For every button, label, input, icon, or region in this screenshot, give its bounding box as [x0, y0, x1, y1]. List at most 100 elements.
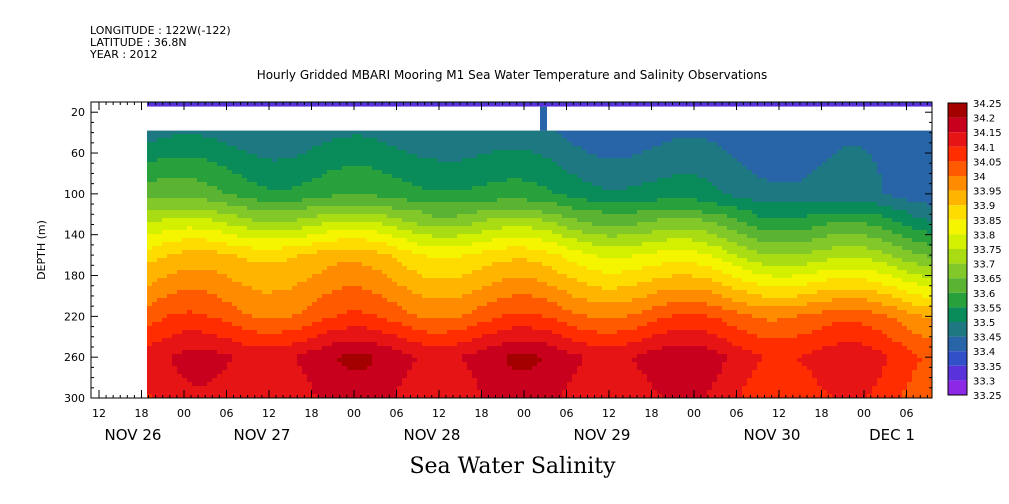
salinity-cell [252, 330, 258, 335]
salinity-cell [417, 298, 423, 303]
salinity-cell [342, 186, 348, 191]
salinity-cell [427, 190, 433, 195]
salinity-cell [332, 282, 338, 287]
salinity-cell [172, 190, 178, 195]
salinity-cell [227, 314, 233, 319]
salinity-cell [212, 374, 218, 379]
salinity-cell [282, 314, 288, 319]
salinity-cell [272, 386, 278, 391]
salinity-cell [252, 270, 258, 275]
salinity-cell [212, 322, 218, 327]
salinity-cell [402, 322, 408, 327]
salinity-cell [372, 246, 378, 251]
salinity-cell [307, 246, 313, 251]
salinity-cell [227, 270, 233, 275]
salinity-cell [292, 282, 298, 287]
salinity-cell [392, 222, 398, 227]
salinity-cell [337, 230, 343, 235]
salinity-cell [177, 374, 183, 379]
salinity-cell [212, 334, 218, 339]
salinity-cell [302, 206, 308, 211]
salinity-cell [437, 222, 443, 227]
salinity-cell [367, 394, 373, 398]
salinity-cell [397, 302, 403, 307]
salinity-cell [452, 198, 458, 203]
salinity-cell [462, 190, 468, 195]
salinity-cell [362, 298, 368, 303]
salinity-cell [312, 386, 318, 391]
salinity-cell [422, 382, 428, 387]
salinity-cell [187, 386, 193, 391]
salinity-cell [387, 390, 393, 395]
salinity-cell [152, 338, 158, 343]
salinity-cell [287, 282, 293, 287]
salinity-cell [467, 198, 473, 203]
salinity-cell [147, 318, 153, 323]
salinity-cell [352, 306, 358, 311]
salinity-cell [307, 174, 313, 179]
salinity-cell [422, 286, 428, 291]
salinity-cell [457, 382, 463, 387]
salinity-cell [347, 390, 353, 395]
salinity-cell [212, 166, 218, 171]
salinity-cell [462, 326, 468, 331]
salinity-cell [277, 286, 283, 291]
salinity-cell [197, 302, 203, 307]
salinity-cell [232, 194, 238, 199]
salinity-cell [412, 246, 418, 251]
salinity-cell [362, 330, 368, 335]
salinity-cell [327, 214, 333, 219]
salinity-cell [152, 182, 158, 187]
salinity-cell [257, 250, 263, 255]
salinity-cell [217, 334, 223, 339]
salinity-cell [417, 306, 423, 311]
salinity-cell [272, 242, 278, 247]
salinity-cell [377, 314, 383, 319]
salinity-cell [472, 302, 478, 307]
salinity-cell [202, 318, 208, 323]
salinity-cell [462, 238, 468, 243]
salinity-cell [482, 170, 488, 175]
salinity-cell [292, 130, 298, 135]
salinity-cell [317, 366, 323, 371]
salinity-cell [402, 366, 408, 371]
salinity-cell [472, 190, 478, 195]
salinity-cell [442, 334, 448, 339]
salinity-cell [407, 146, 413, 151]
salinity-cell [147, 298, 153, 303]
salinity-cell [467, 190, 473, 195]
salinity-cell [362, 190, 368, 195]
salinity-cell [477, 294, 483, 299]
salinity-cell [222, 158, 228, 163]
salinity-cell [202, 346, 208, 351]
salinity-cell [347, 154, 353, 159]
salinity-cell [357, 258, 363, 263]
salinity-cell [327, 226, 333, 231]
salinity-cell [477, 298, 483, 303]
salinity-cell [272, 358, 278, 363]
salinity-cell [337, 294, 343, 299]
salinity-cell [167, 258, 173, 263]
salinity-cell [187, 350, 193, 355]
salinity-cell [417, 234, 423, 239]
salinity-cell [412, 230, 418, 235]
salinity-cell [412, 234, 418, 239]
salinity-cell [192, 154, 198, 159]
salinity-cell [297, 306, 303, 311]
salinity-cell [232, 154, 238, 159]
salinity-cell [362, 382, 368, 387]
salinity-cell [347, 194, 353, 199]
salinity-cell [402, 246, 408, 251]
salinity-cell [337, 134, 343, 139]
salinity-cell [202, 386, 208, 391]
salinity-cell [342, 370, 348, 375]
salinity-cell [157, 310, 163, 315]
salinity-cell [212, 218, 218, 223]
salinity-cell [347, 342, 353, 347]
salinity-cell [362, 150, 368, 155]
salinity-cell [302, 130, 308, 135]
salinity-cell [312, 330, 318, 335]
salinity-cell [257, 142, 263, 147]
salinity-cell [267, 310, 273, 315]
salinity-cell [247, 390, 253, 395]
